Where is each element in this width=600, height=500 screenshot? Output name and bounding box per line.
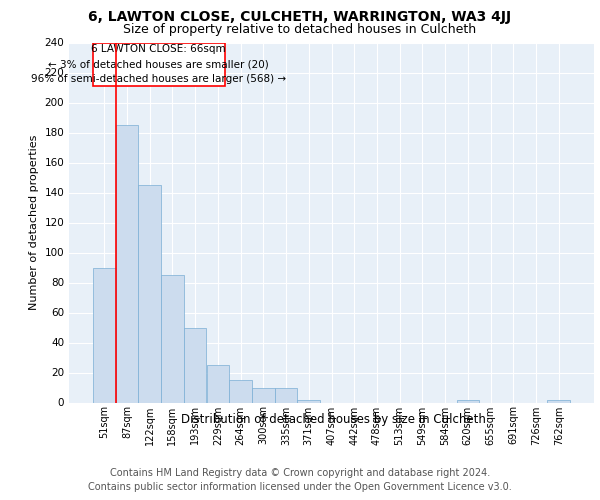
Bar — [93, 268, 116, 402]
Bar — [139, 185, 161, 402]
Bar — [298, 400, 320, 402]
Text: Size of property relative to detached houses in Culcheth: Size of property relative to detached ho… — [124, 22, 476, 36]
Text: 6 LAWTON CLOSE: 66sqm
← 3% of detached houses are smaller (20)
96% of semi-detac: 6 LAWTON CLOSE: 66sqm ← 3% of detached h… — [31, 44, 286, 84]
Bar — [547, 400, 570, 402]
Bar — [116, 125, 139, 402]
Text: Distribution of detached houses by size in Culcheth: Distribution of detached houses by size … — [181, 412, 485, 426]
Text: 6, LAWTON CLOSE, CULCHETH, WARRINGTON, WA3 4JJ: 6, LAWTON CLOSE, CULCHETH, WARRINGTON, W… — [88, 10, 512, 24]
Bar — [161, 275, 184, 402]
FancyBboxPatch shape — [93, 42, 224, 86]
Text: Contains HM Land Registry data © Crown copyright and database right 2024.
Contai: Contains HM Land Registry data © Crown c… — [88, 468, 512, 491]
Bar — [252, 388, 275, 402]
Bar — [229, 380, 252, 402]
Bar — [275, 388, 298, 402]
Bar — [457, 400, 479, 402]
Y-axis label: Number of detached properties: Number of detached properties — [29, 135, 39, 310]
Bar — [184, 328, 206, 402]
Bar — [206, 365, 229, 403]
